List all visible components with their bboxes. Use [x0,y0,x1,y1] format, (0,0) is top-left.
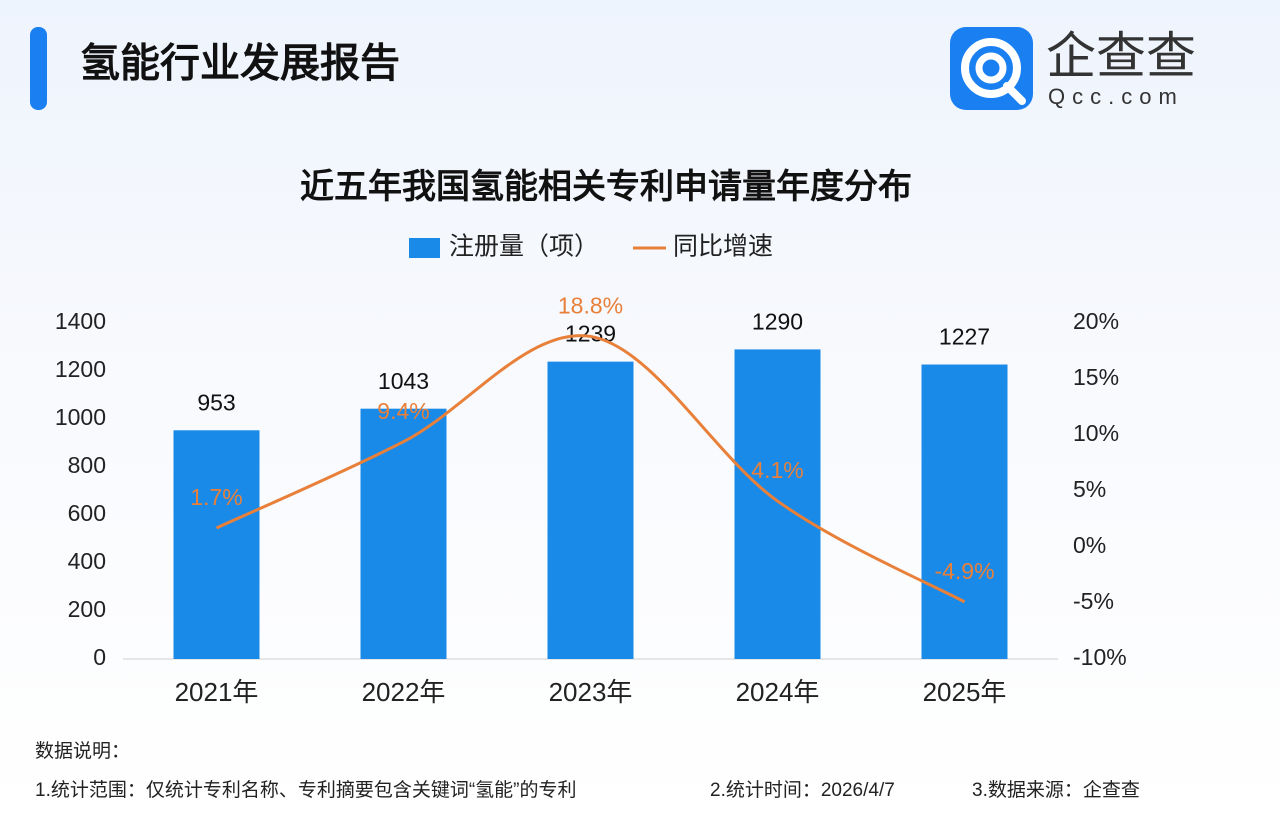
y2-tick-label: -10% [1073,644,1127,670]
bar-label: 1227 [939,324,990,350]
y-tick-label: 1400 [55,308,106,334]
y-tick-label: 0 [93,644,106,670]
y-tick-label: 1000 [55,404,106,430]
bar-label: 953 [197,389,235,415]
legend-label: 同比增速 [673,233,773,261]
x-tick-label: 2025年 [923,677,1007,707]
chart: 氢能行业发展报告 企查查 Qcc.com 近五年我国氢能相关专利申请量年度分布 … [30,27,1196,707]
y-tick-label: 600 [68,500,106,526]
bar [360,408,447,659]
logo-ring [975,52,1007,84]
y2-tick-label: 20% [1073,308,1119,334]
page-title: 氢能行业发展报告 [80,42,400,86]
chart-title: 近五年我国氢能相关专利申请量年度分布 [300,168,912,206]
line-label: 4.1% [751,457,803,483]
logo-ring [961,38,1021,98]
y-tick-label: 1200 [55,356,106,382]
logo-tail [1003,82,1026,105]
line-label: 1.7% [190,484,242,510]
note: 3.数据来源：企查查 [972,780,1140,801]
legend-label: 注册量（项） [449,233,599,261]
note: 1.统计范围：仅统计专利名称、专利摘要包含关键词“氢能”的专利 [35,780,577,801]
line [215,334,966,604]
y2-tick-label: 15% [1073,364,1119,390]
x-tick-label: 2021年 [175,677,259,707]
x-tick-label: 2022年 [362,677,446,707]
y2-tick-label: 10% [1073,420,1119,446]
x-tick-label: 2024年 [736,677,820,707]
bar [734,349,821,659]
header-accent [30,27,47,110]
bar [547,361,634,659]
y-tick-label: 400 [68,548,106,574]
x-tick-label: 2023年 [549,677,633,707]
y2-tick-label: 5% [1073,476,1106,502]
bar [921,364,1008,659]
bar-label: 1043 [378,368,429,394]
note: 2.统计时间：2026/4/7 [710,780,895,801]
y-tick-label: 200 [68,596,106,622]
y2-tick-label: -5% [1073,588,1114,614]
legend-swatch [409,238,440,258]
logo-name: 企查查 [1046,28,1196,84]
line-label: -4.9% [934,558,994,584]
y2-tick-label: 0% [1073,532,1106,558]
notes-heading: 数据说明： [35,741,131,762]
logo-url: Qcc.com [1048,84,1184,109]
bar-label: 1290 [752,308,803,334]
y-tick-label: 800 [68,452,106,478]
line-label: 18.8% [558,293,623,319]
line-label: 9.4% [377,398,429,424]
bar [173,430,260,659]
